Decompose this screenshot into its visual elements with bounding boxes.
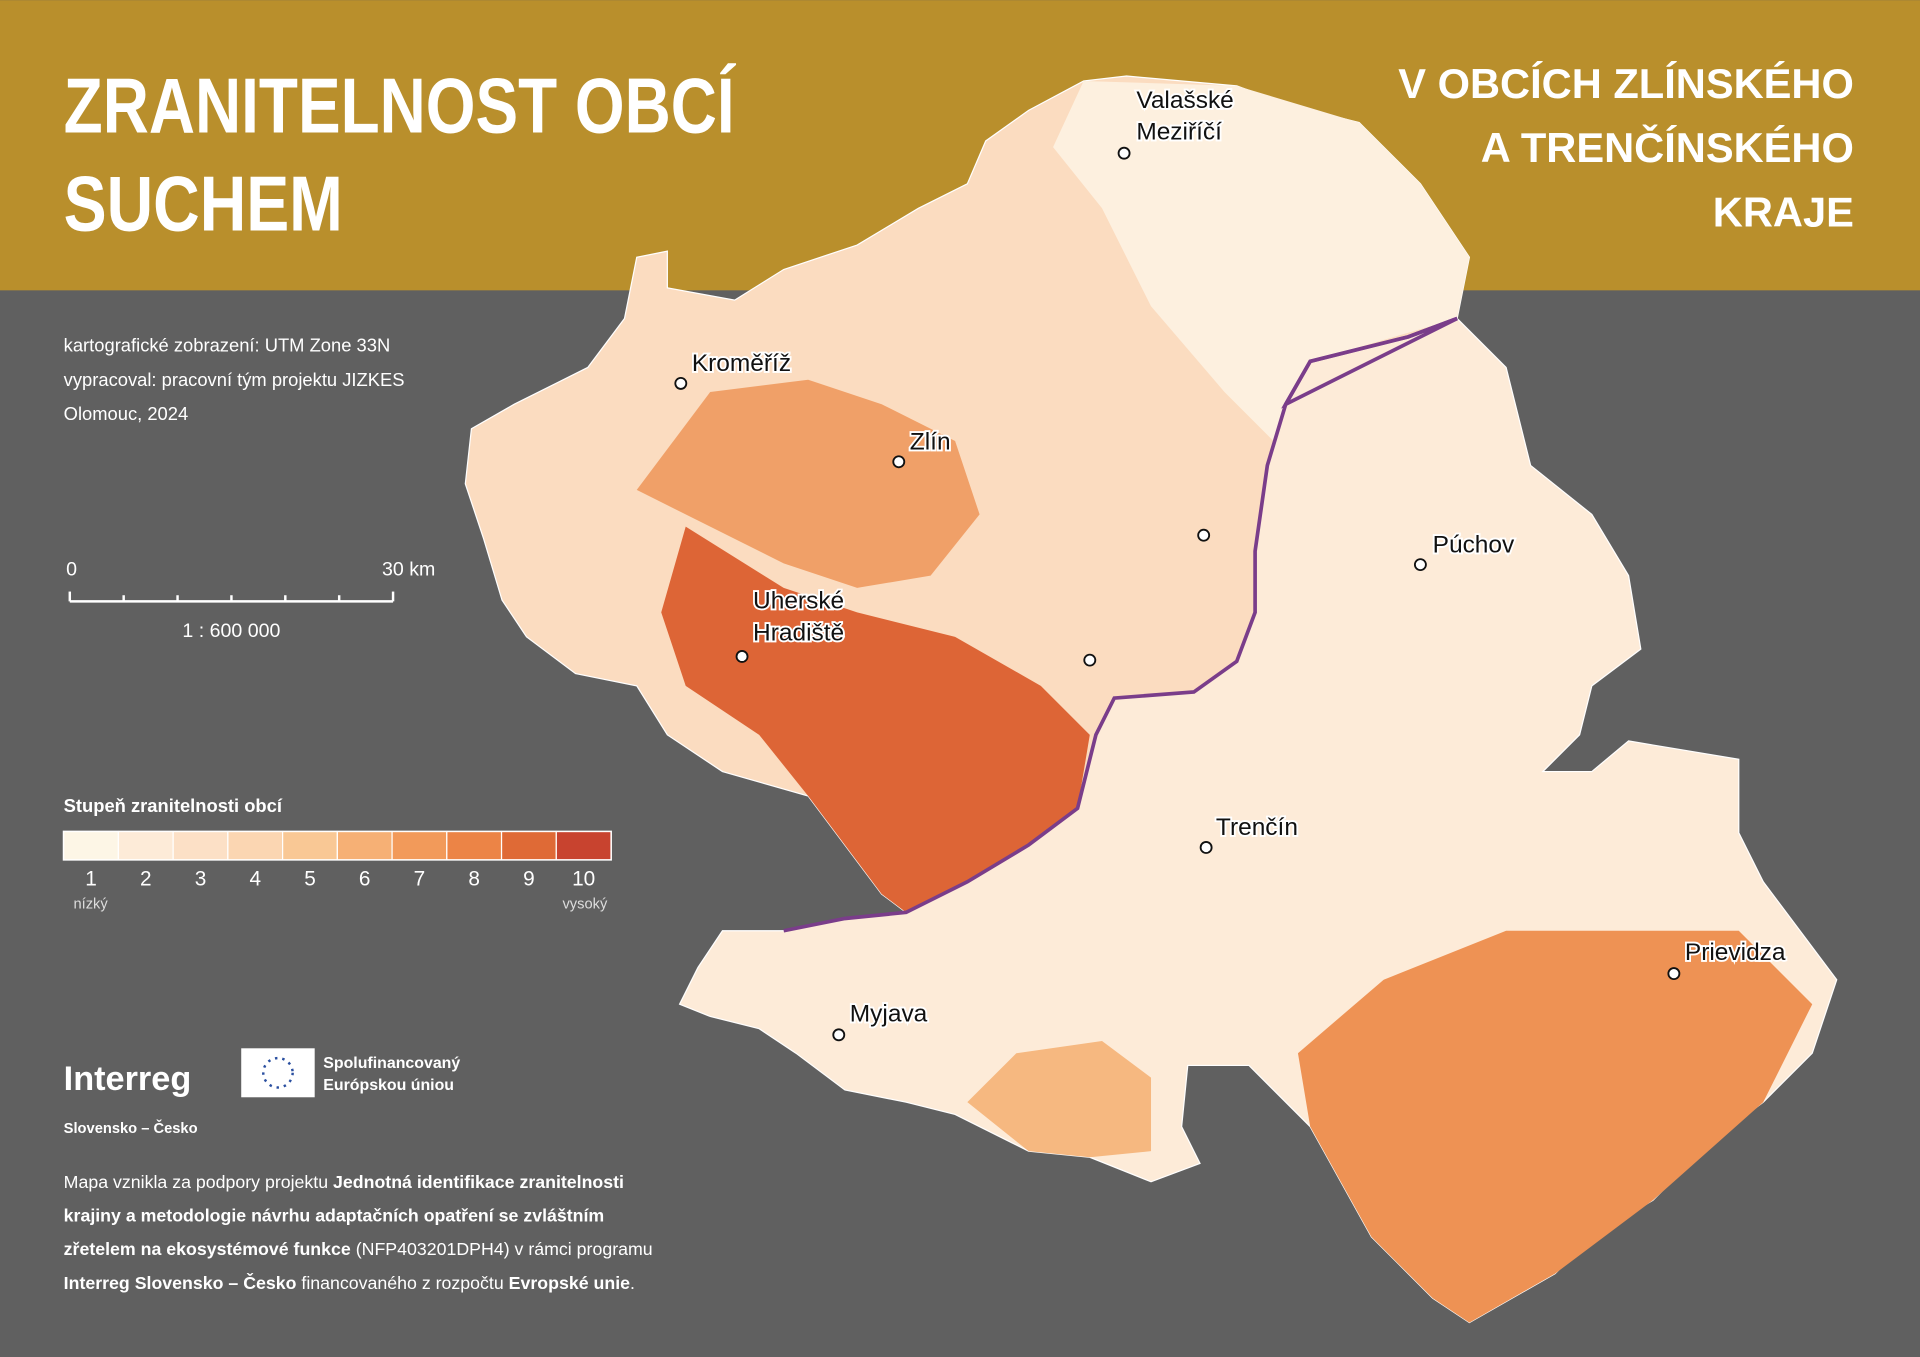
info-line: vypracoval: pracovní tým projektu JIZKES: [64, 369, 405, 390]
legend-swatch: [172, 830, 229, 861]
legend-swatch: [63, 830, 120, 861]
city-label: Myjava: [850, 1000, 928, 1027]
footer-text: Jednotná identifikace zranitelnosti: [333, 1172, 624, 1192]
footer-text: zřetelem na ekosystémové funkce: [64, 1239, 351, 1259]
city-label: Púchov: [1433, 531, 1515, 558]
legend-swatch: [282, 830, 338, 861]
legend-swatch: [555, 830, 612, 861]
info-line: Olomouc, 2024: [64, 403, 189, 424]
city-label: Hradiště: [753, 620, 844, 647]
legend-class-label: 10: [572, 867, 595, 890]
legend-class-label: 1: [85, 867, 97, 890]
footer-text: .: [630, 1273, 635, 1293]
legend-swatch: [446, 830, 503, 861]
myjava-mid: [967, 1040, 1152, 1158]
footer-text: Interreg Slovensko – Česko: [64, 1272, 297, 1293]
city-label: Prievidza: [1685, 939, 1786, 966]
city-label: Zlín: [910, 429, 951, 456]
title: SUCHEM: [64, 159, 343, 247]
program-name: Slovensko – Česko: [64, 1119, 198, 1137]
city-point: [1413, 558, 1427, 572]
footer-line: Mapa vznikla za podpory projektu Jednotn…: [64, 1172, 624, 1192]
zlin-center-mid: [636, 379, 980, 588]
subtitle: A TRENČÍNSKÉHO: [1481, 123, 1854, 171]
town-point: [1197, 528, 1211, 542]
footer: Mapa vznikla za podpory projektu Jednotn…: [64, 1172, 653, 1293]
city-point: [674, 376, 688, 390]
legend-class-label: 3: [195, 867, 207, 890]
footer-text: Mapa vznikla za podpory projektu: [64, 1172, 333, 1192]
city-label: Uherské: [753, 588, 844, 615]
city-label: Meziříčí: [1136, 119, 1222, 146]
legend-class-label: 8: [468, 867, 480, 890]
eu-text: Európskou úniou: [323, 1077, 454, 1094]
scale-ratio: 1 : 600 000: [182, 620, 280, 642]
legend-title: Stupeň zranitelnosti obcí: [64, 795, 283, 816]
legend-class-label: 7: [414, 867, 426, 890]
eu-flag: [241, 1048, 315, 1098]
city-point: [892, 455, 906, 469]
town-point: [1083, 653, 1097, 667]
info-line: kartografické zobrazení: UTM Zone 33N: [64, 335, 391, 356]
scale-end: 30 km: [382, 559, 435, 581]
state-border: [783, 316, 1458, 933]
legend: 1 2 3 4 5 6 7 8 9 10: [62, 830, 612, 890]
subtitle: V OBCÍCH ZLÍNSKÉHO: [1398, 60, 1854, 107]
footer-text: (NFP403201DPH4) v rámci programu: [351, 1239, 653, 1259]
city-point: [832, 1028, 846, 1042]
legend-class-label: 6: [359, 867, 371, 890]
legend-swatch: [227, 830, 284, 861]
legend-swatch: [500, 830, 557, 861]
footer-line: Interreg Slovensko – Česko financovaného…: [64, 1272, 635, 1293]
zlin-north-light: [1053, 80, 1470, 441]
legend-swatch: [336, 830, 393, 861]
footer-text: financovaného z rozpočtu: [297, 1273, 509, 1293]
eu-text: Spolufinancovaný: [323, 1055, 460, 1072]
scale-start: 0: [66, 559, 77, 581]
legend-class-label: 5: [304, 867, 316, 890]
title: ZRANITELNOST OBCÍ: [64, 61, 737, 149]
city-point: [1199, 841, 1213, 854]
footer-text: krajiny a metodologie návrhu adaptačních…: [64, 1206, 605, 1226]
eu-stars: [262, 1056, 294, 1089]
legend-swatch: [391, 830, 448, 861]
city-label: Kroměříž: [692, 350, 791, 377]
legend-class-label: 2: [140, 867, 152, 890]
map: [464, 75, 1838, 1324]
city-point: [1117, 146, 1131, 160]
legend-swatch: [117, 830, 174, 861]
interreg-logo: Interreg: [64, 1060, 192, 1098]
footer-line: zřetelem na ekosystémové funkce (NFP4032…: [64, 1239, 653, 1259]
footer-text: Evropské unie: [509, 1273, 630, 1293]
city-label: Valašské: [1136, 87, 1233, 114]
zlin-south-high: [661, 526, 1090, 913]
trencin-south-high: [1297, 930, 1813, 1323]
scale-bar: [68, 591, 395, 603]
footer-line: krajiny a metodologie návrhu adaptačních…: [64, 1206, 605, 1226]
city-label: Trenčín: [1216, 814, 1298, 841]
subtitle: KRAJE: [1713, 189, 1854, 236]
legend-class-label: 9: [523, 867, 535, 890]
legend-high: vysoký: [562, 897, 608, 913]
city-point: [1667, 967, 1681, 981]
legend-class-label: 4: [249, 867, 261, 890]
city-layer: Valašské Meziříčí Kroměříž Zlín Uherské Hradi…: [674, 85, 1788, 1042]
city-point: [735, 650, 749, 663]
legend-low: nízký: [73, 897, 108, 913]
